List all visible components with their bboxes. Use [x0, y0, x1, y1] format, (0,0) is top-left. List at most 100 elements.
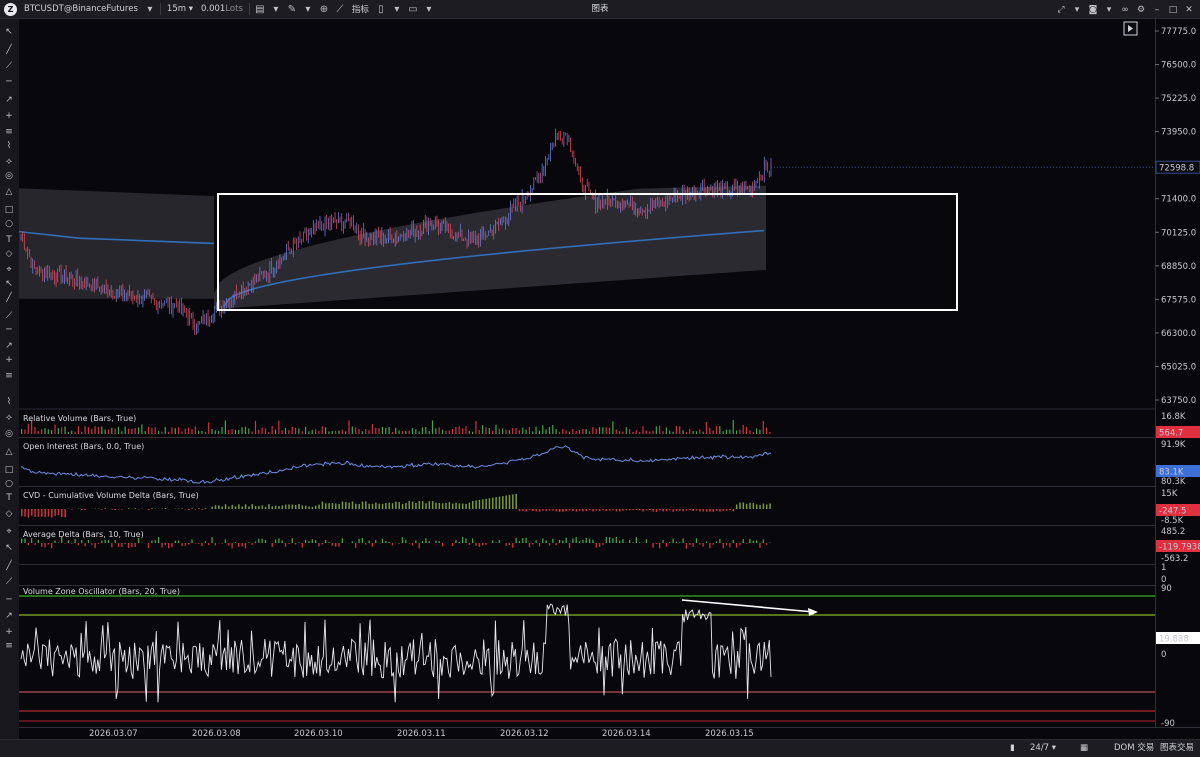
settings-icon[interactable]: ⚙	[1136, 4, 1146, 15]
camera-icon[interactable]: ◙	[1088, 4, 1098, 15]
zoom-icon[interactable]: ⊕	[319, 3, 329, 15]
session-selector[interactable]: 24/7 ▾	[1030, 743, 1057, 753]
pitchfork-icon[interactable]: ⌇	[6, 397, 12, 407]
text-icon[interactable]: T	[6, 493, 12, 503]
ellipse-icon[interactable]: ○	[5, 219, 13, 229]
arrow-icon[interactable]: ↗	[5, 95, 13, 105]
channel-icon[interactable]: ≡	[5, 127, 13, 137]
rectangle-icon[interactable]: □	[4, 205, 14, 215]
minimize-icon[interactable]: –	[1154, 4, 1160, 15]
horizontal-line-icon[interactable]: ─	[6, 325, 12, 335]
cvd-bar	[221, 506, 223, 509]
cvd-bar	[44, 509, 46, 518]
horizontal-line-icon[interactable]: ─	[6, 77, 12, 87]
scroll-left-icon[interactable]: ▮	[1010, 743, 1015, 753]
volume-bar	[752, 431, 754, 434]
chart-type-icon[interactable]: ▤	[255, 3, 265, 15]
chevron-down-icon[interactable]: ▾	[147, 3, 153, 15]
volume-bar	[505, 429, 507, 434]
channel-icon[interactable]: ≡	[5, 641, 13, 651]
layout-icon[interactable]: ▭	[408, 3, 418, 15]
timeframe-selector[interactable]: 15m ▾	[166, 4, 193, 14]
calendar-icon[interactable]: ▦	[1080, 743, 1089, 753]
delta-bar	[505, 543, 507, 546]
delta-bar	[542, 538, 544, 543]
ray-icon[interactable]: ⟋	[5, 577, 13, 587]
close-icon[interactable]: ✕	[1185, 4, 1193, 15]
delta-bar	[752, 540, 754, 543]
channel-icon[interactable]: ≡	[5, 371, 13, 381]
circle-icon[interactable]: ◎	[5, 171, 13, 181]
chevron-down-icon[interactable]: ▾	[426, 3, 432, 15]
highlight-rectangle[interactable]	[217, 193, 958, 311]
date-label: 2026.03.14	[602, 729, 651, 739]
triangle-icon[interactable]: △	[5, 447, 13, 457]
dom-trade-button[interactable]: DOM 交易	[1114, 743, 1155, 753]
horizontal-line-icon[interactable]: ─	[6, 595, 12, 605]
platform-logo-icon[interactable]: Z	[4, 2, 17, 16]
cvd-bar	[201, 509, 203, 510]
volume-bar	[84, 426, 86, 434]
delta-bar	[518, 541, 521, 543]
fib-icon[interactable]: ⟡	[6, 413, 12, 423]
expand-icon[interactable]: ⤢	[1057, 4, 1065, 15]
circle-icon[interactable]: ◎	[5, 429, 13, 439]
pitchfork-icon[interactable]: ⌇	[6, 141, 12, 151]
pencil-icon[interactable]: ✎	[287, 3, 297, 15]
chevron-down-icon[interactable]: ▾	[1106, 4, 1112, 15]
chevron-down-icon[interactable]: ▾	[1074, 4, 1080, 15]
cursor-icon[interactable]: ↖	[5, 279, 13, 289]
cvd-axis-bottom: -8.5K	[1161, 516, 1184, 526]
triangle-icon[interactable]: △	[5, 187, 13, 197]
link-icon[interactable]: ∞	[1121, 4, 1129, 15]
magnet-icon[interactable]: ⌖	[6, 527, 12, 537]
delta-bar	[127, 543, 130, 548]
cursor-icon[interactable]: ↖	[5, 543, 13, 553]
ray-icon[interactable]: ⟋	[5, 311, 13, 321]
vzo-axis-top: 90	[1161, 584, 1172, 594]
line-icon[interactable]: ╱	[6, 561, 12, 571]
magnet-icon[interactable]: ⌖	[6, 265, 12, 275]
chart-trade-button[interactable]: 图表交易	[1160, 743, 1195, 753]
volume-bar	[24, 429, 26, 434]
indicators-button[interactable]: 指标	[348, 0, 373, 19]
window-controls: ⤢ ▾ ◙ ▾ ∞ ⚙ – □ ✕	[1054, 0, 1196, 19]
chevron-down-icon[interactable]: ▾	[394, 3, 400, 15]
cvd-bar	[488, 498, 491, 509]
trend-arrow-line[interactable]	[681, 599, 815, 613]
chart-area[interactable]: Relative Volume (Bars, True) Open Interes…	[19, 19, 1200, 739]
ray-icon[interactable]: ⟋	[5, 61, 13, 71]
cvd-bar	[592, 509, 594, 512]
cvd-bar	[759, 504, 761, 509]
rectangle-icon[interactable]: □	[4, 465, 14, 475]
line-icon[interactable]: ╱	[6, 45, 12, 55]
template-icon[interactable]: ▯	[378, 3, 384, 15]
price-label-icon[interactable]: ◇	[5, 249, 13, 259]
arrow-icon[interactable]: ↗	[5, 341, 13, 351]
relative-volume-bars	[21, 420, 771, 434]
indicator-icon[interactable]: ⟋	[336, 3, 344, 15]
cvd-bar	[335, 503, 337, 509]
volume-bar	[191, 429, 193, 434]
chevron-down-icon[interactable]: ▾	[305, 3, 311, 15]
volume-bar	[248, 428, 250, 434]
price-label-icon[interactable]: ◇	[5, 509, 13, 519]
delta-bar	[742, 539, 744, 543]
volume-bar	[682, 430, 684, 434]
cursor-icon[interactable]: ↖	[5, 27, 13, 37]
delta-bar	[495, 542, 497, 543]
cross-icon[interactable]: +	[5, 627, 13, 637]
symbol-selector[interactable]: BTCUSDT@BinanceFutures	[20, 0, 142, 19]
cross-icon[interactable]: +	[5, 111, 13, 121]
cross-icon[interactable]: +	[5, 355, 13, 365]
chevron-down-icon[interactable]: ▾	[273, 3, 279, 15]
line-icon[interactable]: ╱	[6, 293, 12, 303]
volume-bar	[71, 430, 73, 434]
ellipse-icon[interactable]: ○	[5, 479, 13, 489]
arrow-icon[interactable]: ↗	[5, 611, 13, 621]
text-icon[interactable]: T	[6, 235, 12, 245]
lot-size-field[interactable]: 0.001 Lots	[197, 0, 247, 19]
delta-bar	[111, 543, 113, 548]
maximize-icon[interactable]: □	[1168, 4, 1178, 15]
fib-icon[interactable]: ⟡	[6, 157, 12, 167]
